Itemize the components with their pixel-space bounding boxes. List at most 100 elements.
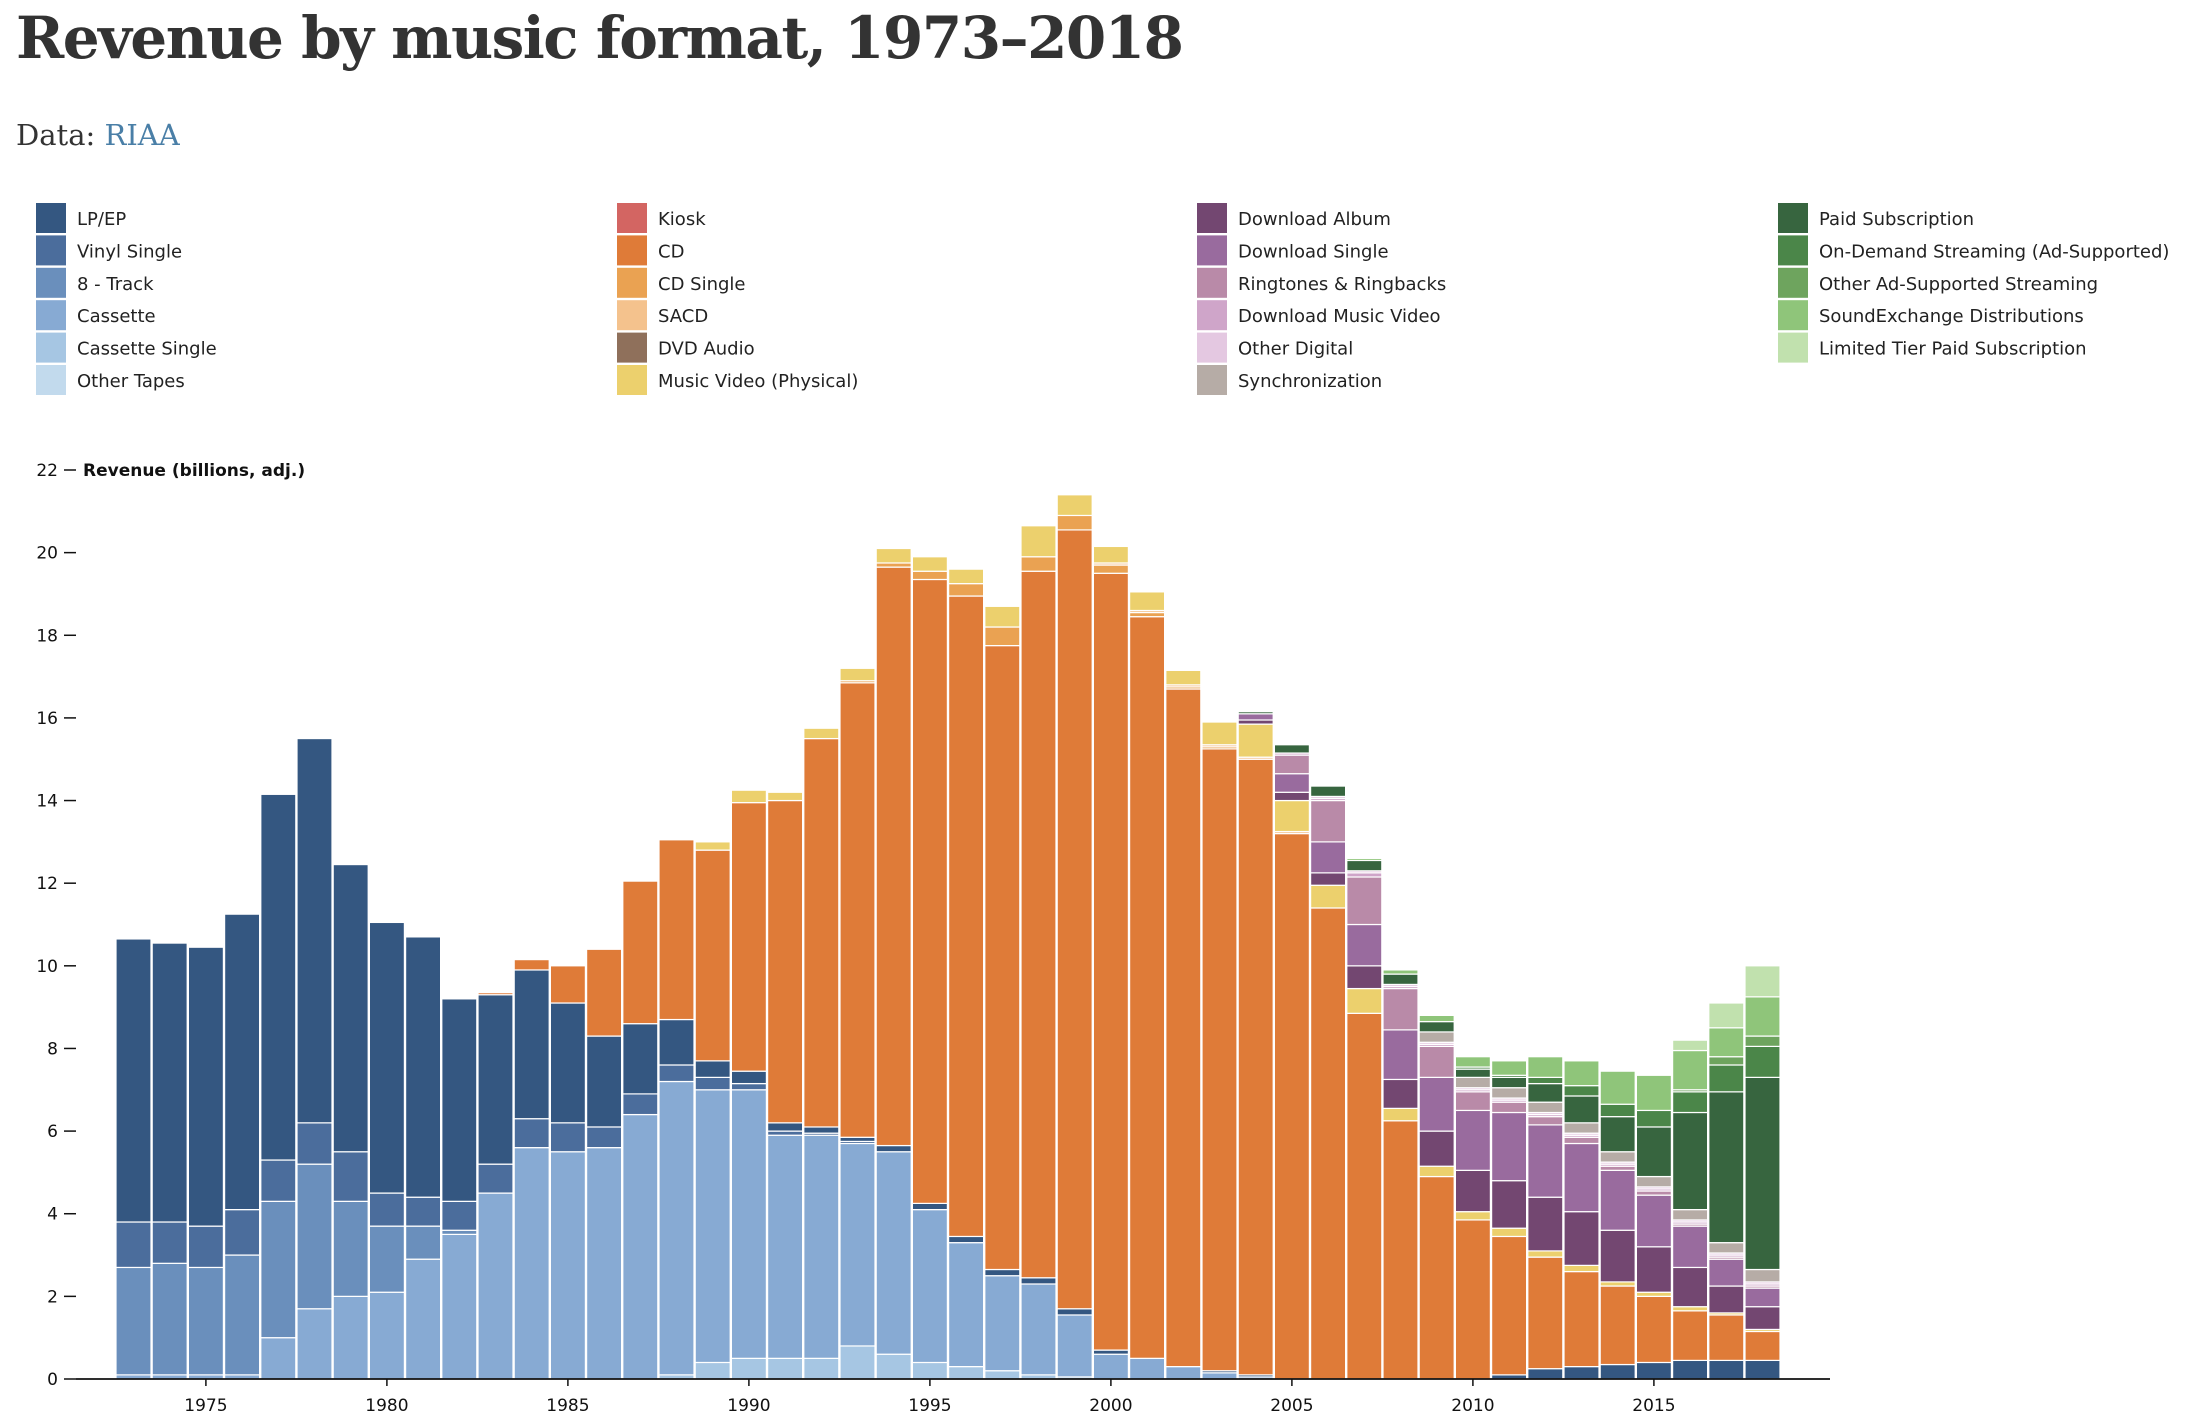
bar-segment-vinyl-single <box>441 1200 478 1231</box>
bar-segment-download-single <box>1563 1142 1600 1213</box>
bar-segment-cassette <box>803 1134 840 1359</box>
bar-segment-lp-ep <box>405 936 442 1198</box>
bar-segment-paid-subscription <box>1237 711 1274 715</box>
bar-segment-vinyl-single <box>224 1208 261 1256</box>
bar-segment-paid-subscription <box>1599 1116 1636 1153</box>
bar-segment-music-video-physical <box>947 568 985 585</box>
bar-segment-ringtones-and-ringbacks <box>1382 987 1419 1031</box>
bar-stack-1990 <box>730 789 768 1380</box>
bar-segment-8-track <box>368 1225 405 1293</box>
legend-item-other-ad-supported-streaming: Other Ad-Supported Streaming <box>1778 267 2098 298</box>
bar-segment-lp-ep <box>911 1202 949 1211</box>
bar-stack-1993 <box>839 667 876 1380</box>
bar-segment-8-track <box>296 1163 333 1310</box>
x-tick-label: 1990 <box>727 1396 770 1416</box>
bar-stack-1997 <box>984 605 1021 1380</box>
bar-segment-lp-ep <box>332 863 369 1153</box>
bar-segment-cassette <box>730 1089 768 1359</box>
bar-segment-vinyl-single <box>513 1118 550 1149</box>
bar-segment-paid-subscription <box>1527 1082 1564 1103</box>
bar-segment-music-video-physical <box>1309 884 1347 909</box>
bar-segment-music-video-physical <box>1490 1227 1528 1238</box>
page-title: Revenue by music format, 1973–2018 <box>16 4 1184 72</box>
bar-stack-2003 <box>1201 721 1238 1380</box>
bar-segment-synchronization <box>1744 1268 1781 1283</box>
bar-segment-lp-ep <box>1092 1349 1130 1355</box>
x-axis: 1975 1980 1985 1990 1995 2000 2005 2010 2015 <box>76 1378 1830 1416</box>
bar-segment-cd <box>1418 1175 1455 1380</box>
bar-segment-download-album <box>1671 1266 1709 1308</box>
bar-segment-cassette-single <box>984 1370 1021 1380</box>
bar-segment-vinyl-single <box>658 1064 695 1083</box>
legend-swatch <box>1197 267 1227 298</box>
legend-swatch <box>1778 267 1808 298</box>
bar-segment-download-album <box>1309 872 1347 886</box>
bar-segment-download-single <box>1527 1124 1564 1198</box>
bar-segment-music-video-physical <box>1563 1264 1600 1273</box>
legend-swatch <box>1778 332 1808 363</box>
bar-segment-on-demand-streaming-ad-supported <box>1708 1064 1745 1093</box>
y-tick-label: 4 <box>47 1205 58 1225</box>
bar-segment-cd <box>622 880 659 1025</box>
bar-segment-vinyl-single <box>405 1196 442 1227</box>
bar-stack-1976 <box>224 913 261 1380</box>
bar-segment-cassette-single <box>911 1361 949 1380</box>
bar-segment-ringtones-and-ringbacks <box>1635 1190 1673 1196</box>
bar-segment-cassette-single <box>694 1361 731 1380</box>
legend-item-dvd-audio: DVD Audio <box>617 332 755 363</box>
bar-segment-lp-ep <box>1635 1361 1673 1380</box>
bar-segment-8-track <box>260 1200 297 1339</box>
bar-segment-cassette <box>984 1275 1021 1372</box>
legend-label: Download Music Video <box>1238 306 1441 327</box>
bar-segment-music-video-physical <box>1418 1165 1455 1178</box>
bar-stack-1983 <box>477 992 514 1380</box>
bar-segment-cd <box>1056 529 1093 1310</box>
bar-segment-paid-subscription <box>1563 1095 1600 1124</box>
bar-segment-music-video-physical <box>1527 1250 1564 1258</box>
bar-segment-lp-ep <box>513 969 550 1120</box>
bar-segment-lp-ep <box>115 938 152 1223</box>
bar-segment-8-track <box>224 1254 261 1376</box>
bar-segment-cd-single <box>911 570 949 581</box>
bar-segment-download-single <box>1671 1225 1709 1269</box>
bar-segment-cd <box>1020 570 1057 1279</box>
source-link[interactable]: RIAA <box>104 118 180 152</box>
bar-segment-cassette <box>296 1308 333 1380</box>
bar-segment-limited-tier-paid-subscription <box>1671 1039 1709 1052</box>
bar-segment-cassette <box>1201 1372 1238 1380</box>
legend-label: Cassette Single <box>77 339 217 360</box>
bar-segment-download-single <box>1635 1194 1673 1248</box>
legend-label: Kiosk <box>658 209 706 230</box>
bar-segment-ringtones-and-ringbacks <box>1309 799 1347 843</box>
bar-segment-paid-subscription <box>1490 1076 1528 1089</box>
bar-segment-lp-ep <box>1056 1308 1093 1316</box>
bar-segment-lp-ep <box>441 998 478 1202</box>
legend-item-download-single: Download Single <box>1197 235 1389 266</box>
legend-swatch <box>1778 203 1808 233</box>
legend-item-limited-tier-paid-subscription: Limited Tier Paid Subscription <box>1778 332 2087 363</box>
legend-swatch <box>617 300 647 331</box>
bar-segment-lp-ep <box>694 1060 731 1078</box>
bar-segment-lp-ep <box>622 1023 659 1095</box>
bar-segment-lp-ep <box>658 1018 695 1066</box>
legend-item-cassette: Cassette <box>36 300 156 331</box>
bar-segment-music-video-physical <box>1020 525 1057 558</box>
bar-segment-vinyl-single <box>368 1192 405 1227</box>
bar-segment-music-video-physical <box>1454 1211 1492 1221</box>
bar-segment-cassette <box>766 1134 804 1359</box>
bar-segment-cassette <box>585 1147 623 1380</box>
legend-label: Limited Tier Paid Subscription <box>1819 339 2087 360</box>
bar-segment-vinyl-single <box>549 1122 587 1153</box>
bar-segment-download-single <box>1708 1258 1745 1287</box>
bar-segment-music-video-physical <box>1382 1107 1419 1122</box>
bar-segment-cd <box>1165 688 1202 1368</box>
bar-segment-cd <box>1635 1295 1673 1364</box>
bar-segment-cassette <box>513 1147 550 1380</box>
bar-segment-lp-ep <box>1020 1277 1057 1285</box>
bar-segment-cassette <box>441 1233 478 1380</box>
y-axis-title: Revenue (billions, adj.) <box>83 461 305 481</box>
legend-swatch <box>1197 203 1227 233</box>
bar-segment-lp-ep <box>839 1136 876 1143</box>
bar-segment-paid-subscription <box>1635 1126 1673 1178</box>
bar-segment-soundexchange-distributions <box>1599 1070 1636 1105</box>
